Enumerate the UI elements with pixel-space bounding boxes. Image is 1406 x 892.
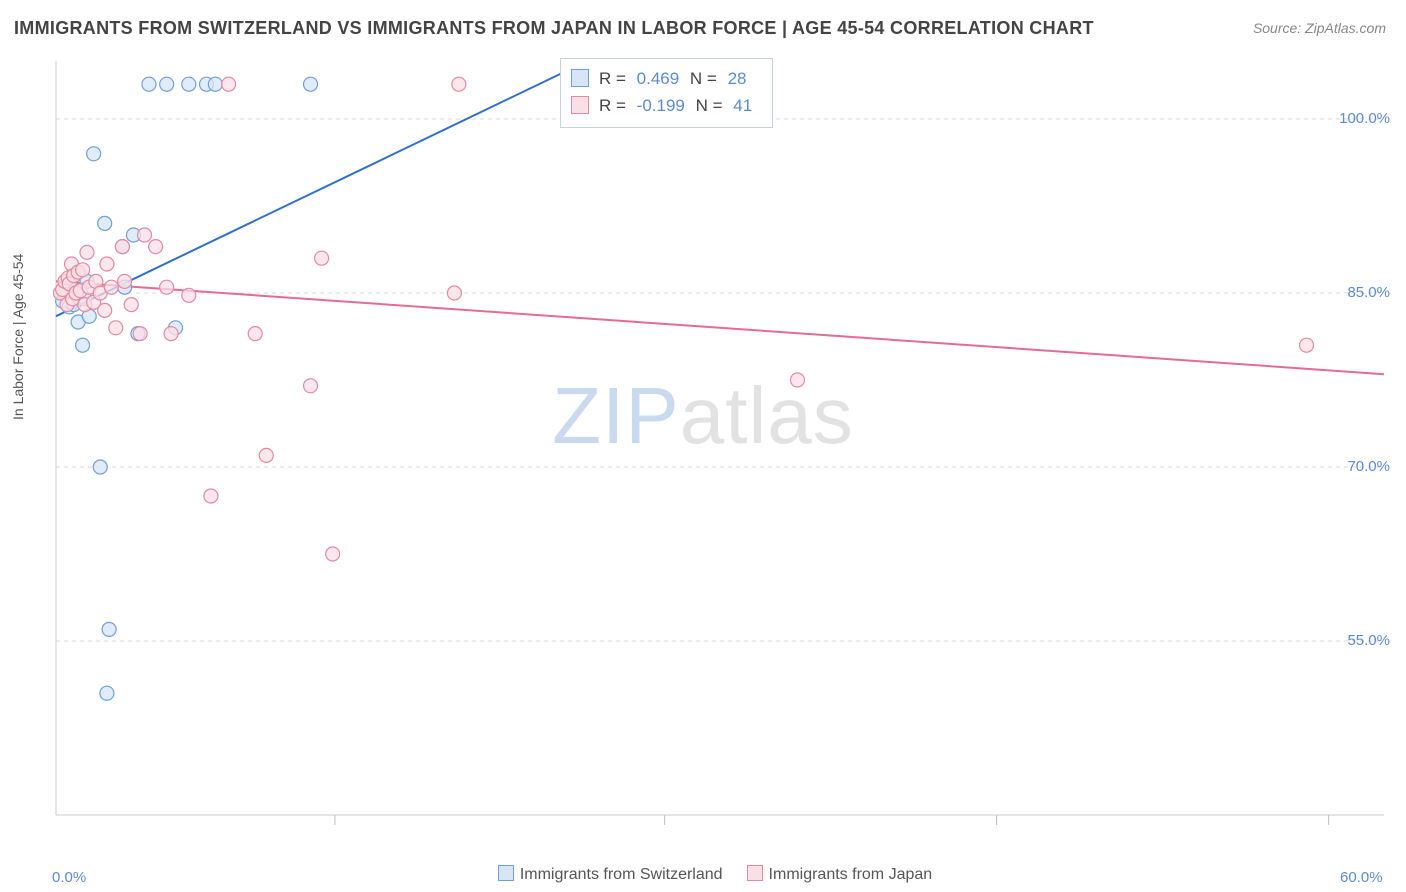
correlation-stats-box: R = 0.469 N = 28R = -0.199 N = 41 xyxy=(560,58,773,128)
x-tick-label: 60.0% xyxy=(1340,869,1383,886)
chart-title: IMMIGRANTS FROM SWITZERLAND VS IMMIGRANT… xyxy=(14,18,1094,39)
stats-n-japan: 41 xyxy=(733,96,752,115)
y-tick-label: 100.0% xyxy=(1339,110,1390,127)
stats-n-switzerland: 28 xyxy=(728,69,747,88)
legend-swatch-japan xyxy=(747,865,763,881)
y-tick-label: 85.0% xyxy=(1347,284,1390,301)
legend-label-switzerland: Immigrants from Switzerland xyxy=(520,866,723,883)
legend-swatch-switzerland xyxy=(498,865,514,881)
stats-row-japan: R = -0.199 N = 41 xyxy=(571,92,758,119)
stats-swatch-switzerland xyxy=(571,69,589,87)
stats-row-switzerland: R = 0.469 N = 28 xyxy=(571,65,758,92)
stats-swatch-japan xyxy=(571,96,589,114)
y-axis-label: In Labor Force | Age 45-54 xyxy=(10,254,26,420)
legend-bottom: Immigrants from Switzerland Immigrants fr… xyxy=(0,865,1406,884)
y-tick-label: 55.0% xyxy=(1347,632,1390,649)
stats-r-switzerland: 0.469 xyxy=(637,69,680,88)
chart-plot-area xyxy=(50,55,1390,835)
x-tick-label: 0.0% xyxy=(52,869,86,886)
stats-r-japan: -0.199 xyxy=(637,96,685,115)
source-attribution: Source: ZipAtlas.com xyxy=(1253,20,1386,36)
legend-label-japan: Immigrants from Japan xyxy=(769,866,933,883)
chart-svg xyxy=(50,55,1390,835)
y-tick-label: 70.0% xyxy=(1347,458,1390,475)
